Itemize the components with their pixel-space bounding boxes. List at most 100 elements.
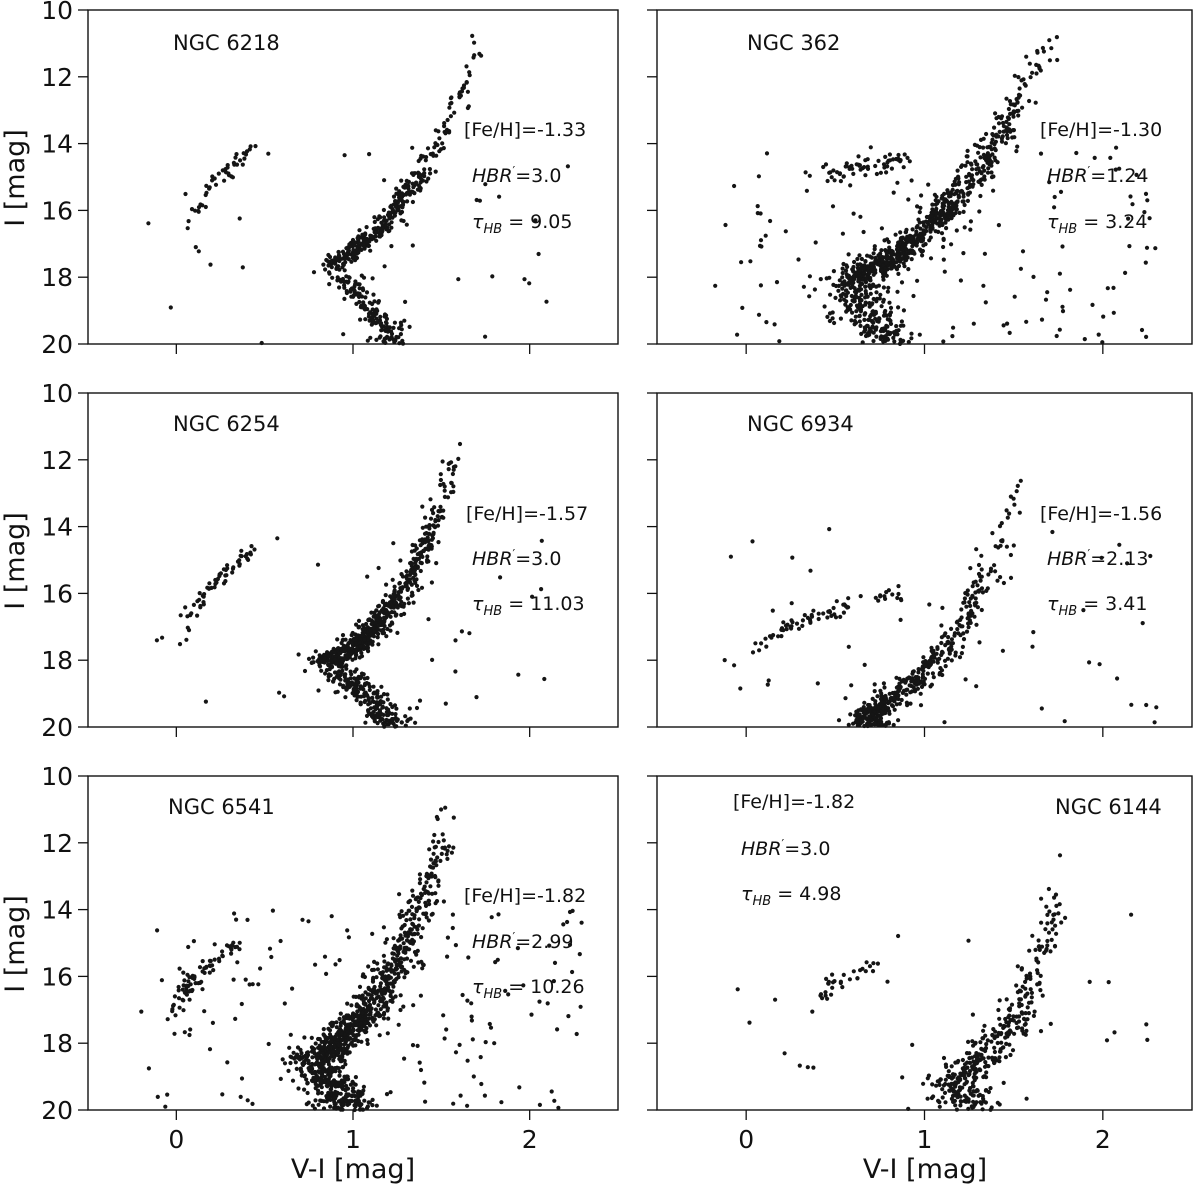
star-point [278,938,283,944]
star-point [1068,287,1073,292]
star-point [1112,1030,1117,1035]
star-point [326,662,331,667]
star-point [375,635,380,640]
star-point [970,584,975,589]
star-point [1022,82,1027,87]
star-point [346,1092,351,1097]
star-point [341,1102,346,1107]
star-point [1015,108,1020,114]
star-point [388,702,393,707]
star-point [451,845,456,850]
x-tick-label: 0 [168,1125,184,1154]
star-point [1011,1014,1016,1019]
star-point [777,339,782,344]
star-point [854,309,859,314]
star-point [1035,970,1040,976]
star-point [930,220,935,225]
star-point [942,633,947,638]
star-point [919,193,924,198]
star-point [344,289,349,294]
star-point [399,969,404,974]
star-point [1019,966,1024,971]
star-point [367,687,372,693]
star-point [927,602,932,607]
star-point [1015,964,1020,969]
star-point [1045,938,1050,944]
star-point [365,307,370,312]
star-point [860,281,865,286]
star-point [242,156,247,161]
star-point [997,1016,1002,1021]
star-point [947,1074,952,1080]
star-point [868,291,873,296]
tau-subscript: HB [1058,222,1077,237]
star-point [357,1007,362,1012]
star-point [884,705,889,710]
star-point [316,688,321,693]
star-point [375,961,380,966]
star-point [994,132,999,137]
star-point [1007,511,1012,516]
axes-frame [656,775,1193,1111]
star-point [176,996,182,1001]
star-point [420,966,425,971]
star-point [1048,1021,1053,1026]
star-point [426,176,431,181]
panel-title: NGC 6218 [173,31,280,55]
star-point [363,1021,368,1026]
star-point [410,243,415,248]
star-point [346,1026,352,1031]
star-point [533,218,538,223]
star-point [330,275,335,280]
star-point [336,1105,341,1110]
star-point [899,246,905,251]
star-point [929,1095,934,1101]
star-point [914,243,919,248]
star-point [469,1018,474,1023]
star-point [326,654,332,659]
star-point [954,1107,959,1112]
star-point [1057,853,1063,858]
star-point [248,144,253,149]
y-tick-label: 18 [41,263,73,292]
star-point [165,1017,170,1022]
star-point [421,548,426,554]
hbr-symbol: HBR [1047,165,1088,187]
star-point [456,277,461,282]
star-point [362,974,367,980]
star-point [996,1007,1001,1013]
star-point [881,263,886,268]
star-point [1039,706,1044,711]
y-tick-label: 16 [41,579,73,608]
star-point [807,294,812,299]
star-point [326,678,331,683]
star-point [959,651,964,656]
star-point [967,1088,972,1093]
x-tick-label: 1 [917,1125,933,1154]
star-point [472,40,477,45]
star-point [887,711,892,716]
star-point [318,1098,323,1103]
star-point [800,623,805,628]
star-point [397,892,402,897]
star-point [349,633,354,638]
star-point [196,249,201,254]
star-point [1007,1013,1012,1018]
star-point [445,935,450,940]
star-point [960,163,965,168]
star-point [962,596,967,601]
star-point [961,194,966,199]
star-point [436,879,441,884]
star-point [985,145,990,150]
star-point [397,937,402,942]
star-point [196,209,201,214]
star-point [1001,1080,1006,1085]
star-point [154,638,159,643]
star-point [346,275,351,280]
star-point [1060,309,1066,314]
star-point [364,1012,369,1017]
star-point [961,631,966,636]
star-point [424,531,429,536]
star-point [829,175,834,180]
star-point [356,250,361,255]
